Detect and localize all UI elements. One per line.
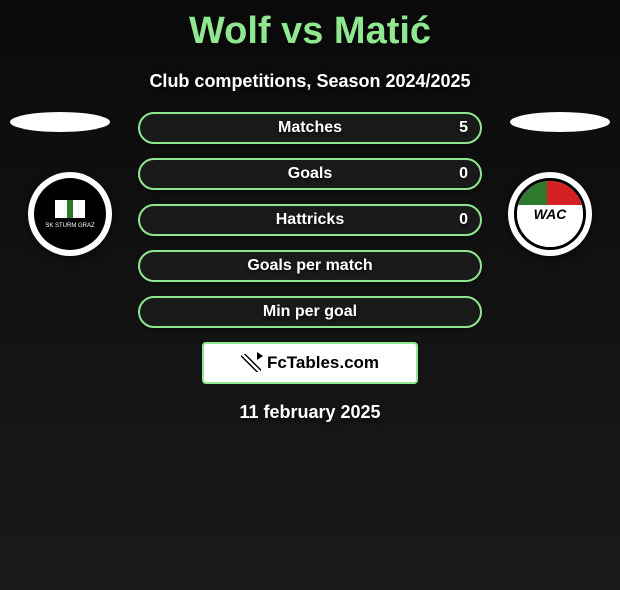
stat-row-min-per-goal: Min per goal	[138, 296, 482, 328]
brand-box[interactable]: FcTables.com	[202, 342, 418, 384]
stat-label: Min per goal	[263, 303, 357, 321]
stat-right-value: 0	[459, 165, 468, 183]
comparison-area: SK STURM GRAZ WAC Matches 5 Goals 0 Hatt…	[0, 112, 620, 423]
brand-text: FcTables.com	[267, 353, 379, 373]
club-badge-left: SK STURM GRAZ	[28, 172, 112, 256]
stat-row-matches: Matches 5	[138, 112, 482, 144]
stat-right-value: 0	[459, 211, 468, 229]
stat-label: Goals	[288, 165, 332, 183]
date-text: 11 february 2025	[0, 402, 620, 423]
wac-icon: WAC	[514, 178, 586, 250]
stat-row-goals: Goals 0	[138, 158, 482, 190]
stat-rows: Matches 5 Goals 0 Hattricks 0 Goals per …	[138, 112, 482, 328]
stat-label: Goals per match	[247, 257, 372, 275]
stat-label: Hattricks	[276, 211, 344, 229]
sturm-graz-icon: SK STURM GRAZ	[34, 178, 106, 250]
club-badge-right: WAC	[508, 172, 592, 256]
player-avatar-right	[510, 112, 610, 132]
stat-right-value: 5	[459, 119, 468, 137]
player-avatar-left	[10, 112, 110, 132]
chart-arrow-icon	[241, 354, 261, 372]
page-title: Wolf vs Matić	[0, 10, 620, 53]
stat-row-hattricks: Hattricks 0	[138, 204, 482, 236]
subtitle: Club competitions, Season 2024/2025	[0, 71, 620, 92]
stat-row-goals-per-match: Goals per match	[138, 250, 482, 282]
stat-label: Matches	[278, 119, 342, 137]
